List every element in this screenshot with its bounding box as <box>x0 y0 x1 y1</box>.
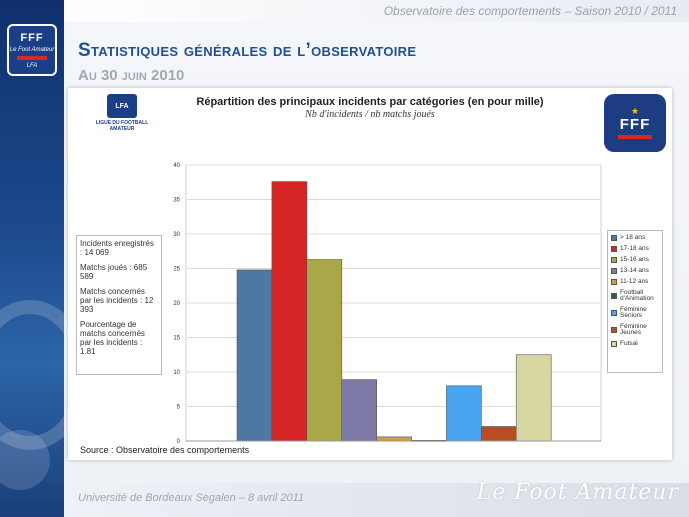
legend-item: > 18 ans <box>611 234 659 241</box>
y-tick-label: 15 <box>173 336 180 342</box>
y-tick-label: 30 <box>173 232 180 238</box>
legend-swatch <box>611 257 617 263</box>
legend-label: 17-18 ans <box>620 245 649 252</box>
bar <box>446 385 482 442</box>
chart-legend: > 18 ans 17-18 ans 15-16 ans 13-14 ans 11-12… <box>607 230 663 373</box>
band-logo-letters: FFF <box>20 31 44 44</box>
bar <box>306 259 343 442</box>
legend-item: 11-12 ans <box>611 278 659 285</box>
y-tick-label: 10 <box>173 370 180 376</box>
legend-swatch <box>611 268 617 274</box>
band-logo-stripe <box>17 55 47 60</box>
band-logo-initials: LFA <box>26 62 38 69</box>
legend-swatch <box>611 327 617 333</box>
legend-label: Féminine Seniors <box>620 306 647 319</box>
legend-label: 11-12 ans <box>620 278 649 285</box>
legend-label: 13-14 ans <box>620 267 649 274</box>
bar <box>376 436 412 442</box>
bar <box>515 354 552 442</box>
bar <box>341 379 378 442</box>
info-concernes: Matchs concernés par les incidents : 12 … <box>80 287 154 314</box>
footer-brand: Le Foot Amateur <box>476 480 679 505</box>
legend-label: Futsal <box>620 340 638 347</box>
bar <box>271 181 308 442</box>
y-tick-label: 25 <box>173 267 180 273</box>
slide-subtitle: Au 30 juin 2010 <box>78 67 185 84</box>
legend-swatch <box>611 293 617 299</box>
legend-item: 13-14 ans <box>611 267 659 274</box>
lfa-shield-icon: LFA <box>107 94 137 118</box>
bar <box>480 426 517 442</box>
info-matchs: Matchs joués : 685 589 <box>80 263 148 281</box>
legend-swatch <box>611 341 617 347</box>
fff-logo: ★ FFF <box>604 94 666 152</box>
fff-logo-stripe <box>618 135 652 139</box>
chart-title: Répartition des principaux incidents par… <box>196 96 544 108</box>
top-bar: Observatoire des comportements – Saison … <box>64 0 689 22</box>
chart-source: Source : Observatoire des comportements <box>80 445 250 455</box>
info-pourcentage: Pourcentage de matchs concernés par les … <box>80 320 145 356</box>
left-decor-band: FFF Le Foot Amateur LFA <box>0 0 90 517</box>
star-icon: ★ <box>630 106 640 116</box>
band-logo-script: Le Foot Amateur <box>9 46 55 53</box>
lfa-logo: LFA LIGUE DU FOOTBALL AMATEUR <box>90 94 154 150</box>
legend-swatch <box>611 310 617 316</box>
footer-university: Université de Bordeaux Segalen – 8 avril… <box>78 492 305 504</box>
legend-item: 15-16 ans <box>611 256 659 263</box>
y-tick-label: 5 <box>177 405 181 411</box>
legend-swatch <box>611 279 617 285</box>
y-tick-label: 35 <box>173 198 180 204</box>
legend-item: Féminine Seniors <box>611 306 659 319</box>
info-box: Incidents enregistrés : 14 069 Matchs jo… <box>76 235 162 375</box>
fff-logo-letters: FFF <box>619 116 651 133</box>
footer-band <box>64 483 689 517</box>
legend-item: Futsal <box>611 340 659 347</box>
y-tick-label: 20 <box>173 301 180 307</box>
info-incidents: Incidents enregistrés : 14 069 <box>80 239 154 257</box>
legend-item: 17-18 ans <box>611 245 659 252</box>
y-tick-label: 40 <box>173 163 180 169</box>
legend-item: Féminine Jeunes <box>611 323 659 336</box>
chart-subtitle: Nb d'incidents / nb matchs joués <box>305 109 435 120</box>
legend-swatch <box>611 235 617 241</box>
legend-label: Football d'Animation <box>620 289 654 302</box>
legend-label: 15-16 ans <box>620 256 649 263</box>
legend-label: > 18 ans <box>620 234 646 241</box>
fff-band-logo: FFF Le Foot Amateur LFA <box>7 24 57 76</box>
legend-item: Football d'Animation <box>611 289 659 302</box>
bar-chart: 0 5 10 15 20 25 30 35 40 <box>173 163 602 445</box>
chart-panel: LFA LIGUE DU FOOTBALL AMATEUR Répartitio… <box>68 88 672 460</box>
legend-label: Féminine Jeunes <box>620 323 647 336</box>
header-season: Observatoire des comportements – Saison … <box>383 4 677 18</box>
y-tick-label: 0 <box>177 439 181 445</box>
lfa-logo-caption: LIGUE DU FOOTBALL AMATEUR <box>95 120 149 132</box>
legend-swatch <box>611 246 617 252</box>
decor-swirl <box>0 430 50 490</box>
slide-title: Statistiques générales de l’observatoire <box>78 40 417 61</box>
bar <box>236 269 273 442</box>
